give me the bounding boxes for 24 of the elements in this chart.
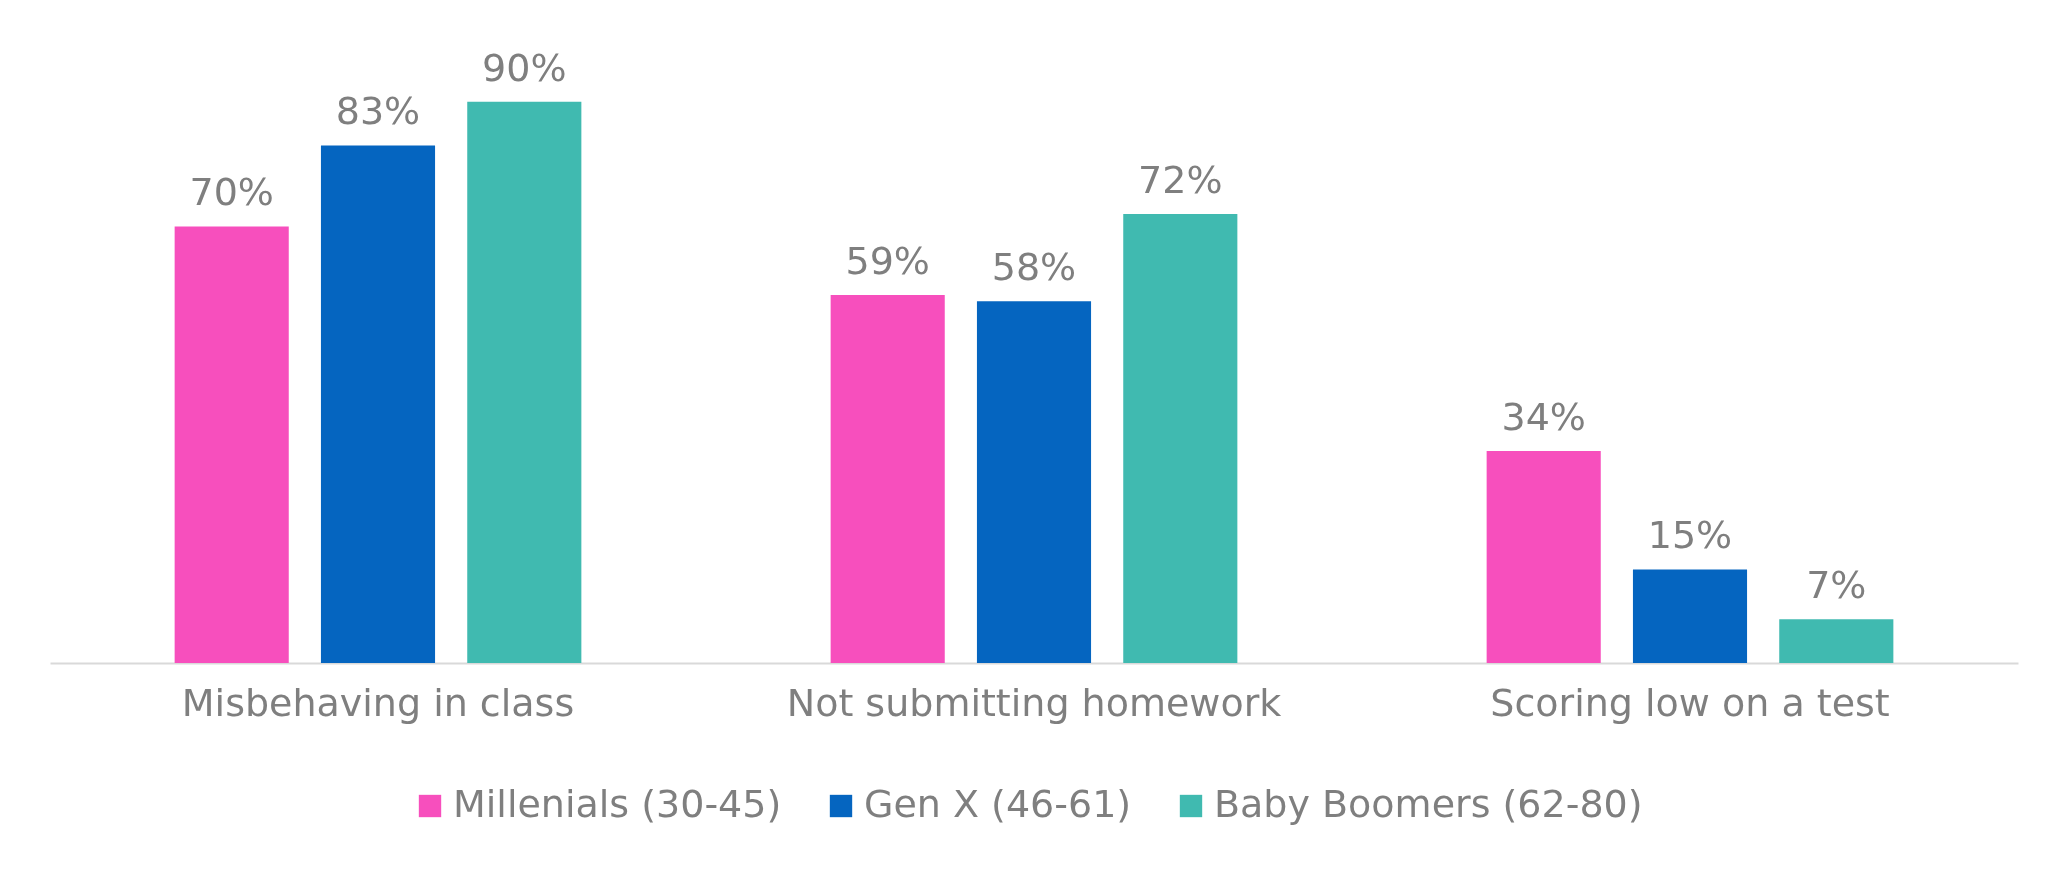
data-label: 58% — [991, 245, 1077, 290]
data-label: 7% — [1806, 563, 1867, 608]
data-label: 72% — [1138, 157, 1223, 202]
bar — [320, 145, 436, 663]
bar — [1632, 569, 1748, 663]
bar — [830, 295, 945, 663]
bar — [1123, 213, 1238, 663]
data-label: 90% — [482, 45, 567, 90]
bar — [467, 101, 582, 663]
bar — [174, 226, 289, 663]
data-label: 83% — [335, 89, 421, 134]
data-label: 15% — [1647, 513, 1733, 558]
legend-label: Baby Boomers (62-80) — [1214, 782, 1643, 826]
legend-label: Millenials (30-45) — [453, 782, 782, 826]
x-tick-label: Misbehaving in class — [181, 680, 575, 725]
x-tick-label: Not submitting homework — [786, 680, 1282, 725]
data-label: 34% — [1501, 394, 1586, 439]
data-label: 70% — [189, 170, 274, 215]
bar — [1486, 450, 1601, 663]
x-tick-label: Scoring low on a test — [1490, 680, 1890, 725]
data-label: 59% — [845, 239, 930, 284]
bar — [976, 301, 1092, 663]
bar — [1779, 619, 1894, 663]
legend-label: Gen X (46-61) — [864, 782, 1132, 826]
